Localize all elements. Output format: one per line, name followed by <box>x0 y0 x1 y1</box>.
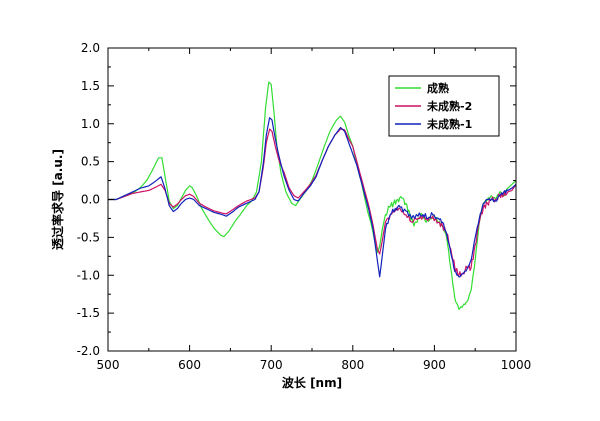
y-tick-label: -0.5 <box>77 230 100 244</box>
y-tick-label: -1.5 <box>77 306 100 320</box>
x-tick-label: 600 <box>178 358 201 372</box>
y-axis-ticks: -2.0 -1.5 -1.0 -0.5 0.0 0.5 1.0 1.5 2.0 <box>77 41 516 358</box>
x-axis-label: 波长 [nm] <box>282 375 342 390</box>
x-tick-label: 900 <box>423 358 446 372</box>
series-line <box>108 128 517 277</box>
legend-label: 未成熟-1 <box>426 117 472 131</box>
x-tick-label: 1000 <box>501 358 532 372</box>
y-tick-label: -2.0 <box>77 344 100 358</box>
y-tick-label: 1.5 <box>81 79 100 93</box>
y-tick-label: 0.0 <box>81 193 100 207</box>
series-line <box>108 117 517 278</box>
y-axis-label: 透过率求导 [a.u.] <box>50 149 65 250</box>
series-layer <box>108 81 517 310</box>
y-tick-label: 0.5 <box>81 155 100 169</box>
y-tick-label: 2.0 <box>81 41 100 55</box>
x-tick-label: 800 <box>341 358 364 372</box>
x-axis-ticks: 500 600 700 800 900 1000 <box>97 48 532 372</box>
legend-label: 未成熟-2 <box>426 99 472 113</box>
legend-label: 成熟 <box>427 81 449 95</box>
y-tick-label: 1.0 <box>81 117 100 131</box>
series-line <box>108 81 517 310</box>
x-tick-label: 500 <box>97 358 120 372</box>
y-tick-label: -1.0 <box>77 268 100 282</box>
x-tick-label: 700 <box>260 358 283 372</box>
